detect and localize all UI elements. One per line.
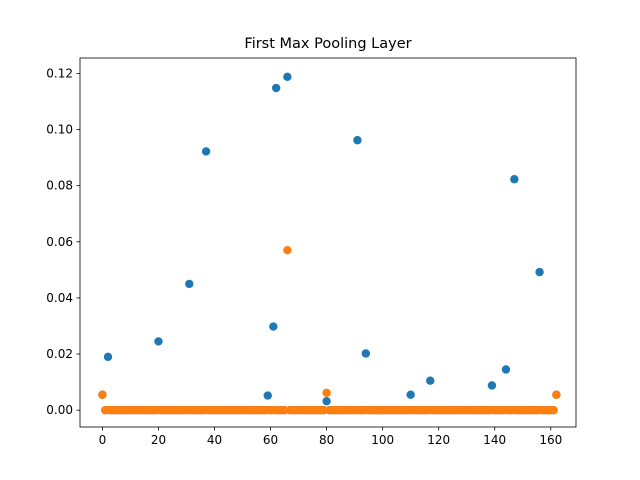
data-point xyxy=(98,390,107,399)
x-tick-label: 0 xyxy=(99,433,107,447)
data-point xyxy=(361,349,371,358)
x-tick-label: 160 xyxy=(539,433,562,447)
data-point xyxy=(552,390,561,399)
data-point xyxy=(353,136,362,145)
data-point xyxy=(271,83,281,93)
data-point xyxy=(426,376,435,385)
x-tick-label: 140 xyxy=(483,433,506,447)
y-tick-label: 0.10 xyxy=(46,123,73,137)
y-tick-label: 0.04 xyxy=(46,291,73,305)
plot-area xyxy=(80,58,576,427)
data-point xyxy=(406,390,415,399)
x-tick-label: 80 xyxy=(319,433,334,447)
axes-frame xyxy=(79,57,577,428)
data-point xyxy=(201,147,211,156)
data-point xyxy=(535,267,544,277)
x-tick-label: 60 xyxy=(263,433,278,447)
y-tick-label: 0.00 xyxy=(46,403,73,417)
data-point xyxy=(154,337,163,346)
data-point xyxy=(501,365,511,374)
x-tick-label: 20 xyxy=(151,433,166,447)
y-tick-label: 0.06 xyxy=(46,235,73,249)
data-point xyxy=(103,352,113,362)
y-tick-label: 0.08 xyxy=(46,179,73,193)
x-tick-label: 100 xyxy=(371,433,394,447)
data-point xyxy=(185,279,194,289)
data-point xyxy=(510,175,519,184)
axes-layer: 0 20 40 60 80 100 120 140 160 0.00 0.02 0.04 0.06 0.0… xyxy=(46,57,577,447)
y-tick-label: 0.12 xyxy=(46,66,73,80)
data-point xyxy=(283,246,292,255)
data-point xyxy=(549,405,558,415)
data-point xyxy=(263,391,272,400)
plot-background xyxy=(80,58,576,427)
chart-title: First Max Pooling Layer xyxy=(244,36,411,52)
x-tick-label: 40 xyxy=(207,433,222,447)
data-point xyxy=(269,322,278,331)
data-point xyxy=(322,396,331,406)
x-tick-label: 120 xyxy=(427,433,450,447)
points-layer xyxy=(98,72,561,415)
data-point xyxy=(487,381,497,390)
data-point xyxy=(322,388,331,397)
data-point xyxy=(283,72,292,82)
y-tick-label: 0.02 xyxy=(46,347,73,361)
